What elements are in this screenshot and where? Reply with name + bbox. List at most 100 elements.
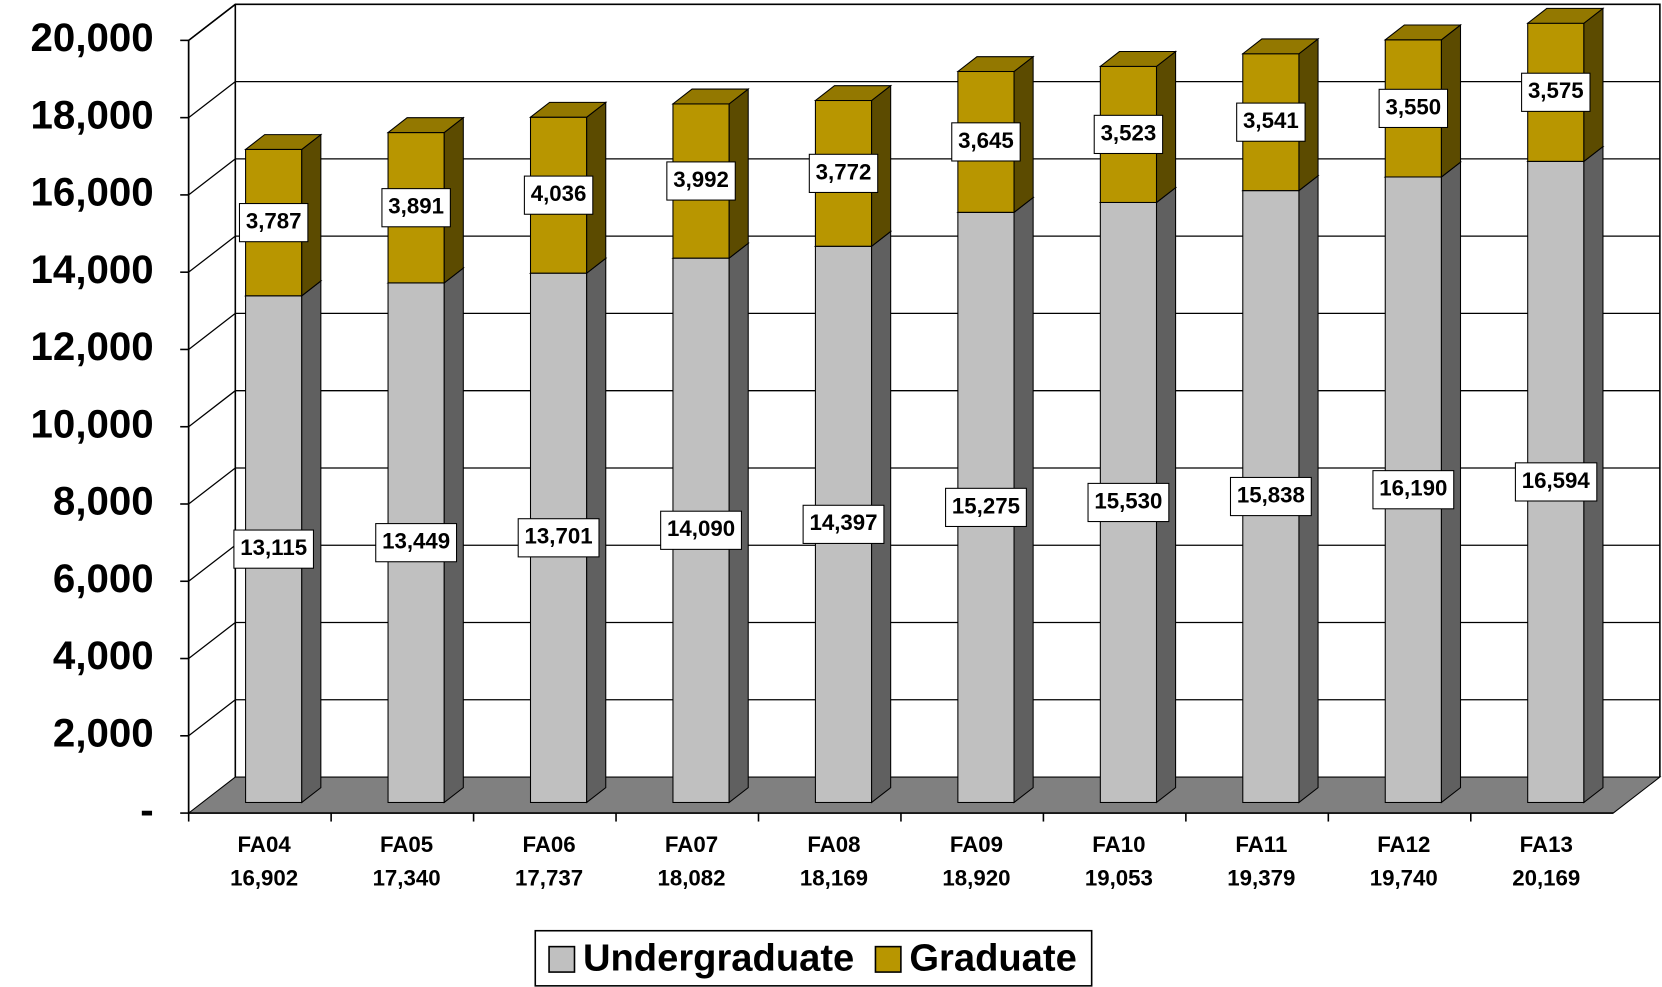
value-label-group: 3,575 xyxy=(1521,72,1591,112)
grid-line-side xyxy=(188,81,236,119)
value-label-group: 15,530 xyxy=(1087,482,1170,523)
x-tick-label: FA08 xyxy=(807,832,860,857)
value-label: 3,992 xyxy=(673,167,729,192)
y-tick-label: - xyxy=(140,788,153,833)
bar-top xyxy=(813,85,893,102)
bar-top xyxy=(956,56,1035,73)
x-tick-label: FA12 xyxy=(1377,832,1430,857)
x-tick-label: FA11 xyxy=(1235,832,1287,857)
x-tick-label: FA07 xyxy=(665,832,718,857)
value-label-group: 3,550 xyxy=(1378,88,1449,129)
grid-line-side xyxy=(188,390,236,428)
y-tick-label: 20,000 xyxy=(31,15,154,60)
value-label-box xyxy=(233,529,314,569)
total-label: 18,920 xyxy=(942,866,1010,891)
value-label: 15,275 xyxy=(952,493,1020,518)
value-label-group: 3,541 xyxy=(1236,102,1306,142)
value-label: 15,838 xyxy=(1237,482,1305,507)
x-tick-label: FA09 xyxy=(950,832,1003,857)
grid-line-side xyxy=(188,158,236,196)
value-label-box xyxy=(666,161,736,201)
grid-line-side xyxy=(188,621,236,660)
value-label-box xyxy=(802,504,885,544)
value-label-box xyxy=(951,122,1021,162)
bar-top xyxy=(1383,24,1463,41)
grid-line-side xyxy=(188,544,236,582)
grid-line-side xyxy=(188,312,236,350)
value-label-group: 3,523 xyxy=(1093,114,1164,155)
value-label-box xyxy=(381,188,451,228)
y-tick-label: 16,000 xyxy=(31,170,154,215)
value-label-box xyxy=(1236,102,1306,142)
value-label-box xyxy=(1521,72,1591,112)
value-label-box xyxy=(808,153,879,193)
value-label: 3,575 xyxy=(1528,78,1584,103)
value-label: 3,772 xyxy=(816,159,872,184)
y-tick-label: 8,000 xyxy=(53,479,154,524)
value-label: 3,541 xyxy=(1243,108,1299,133)
value-label: 16,594 xyxy=(1522,468,1591,493)
value-label: 3,550 xyxy=(1385,94,1441,119)
x-tick-label: FA13 xyxy=(1520,832,1573,857)
y-tick-label: 18,000 xyxy=(31,92,154,137)
value-label-group: 13,701 xyxy=(517,518,600,558)
total-label: 18,169 xyxy=(800,866,868,891)
x-tick-label: FA10 xyxy=(1092,832,1145,857)
total-label: 19,053 xyxy=(1085,866,1153,891)
bar-top xyxy=(1098,50,1178,67)
y-tick-label: 12,000 xyxy=(31,324,154,369)
value-label-box xyxy=(1229,476,1312,517)
y-tick-label: 2,000 xyxy=(53,710,154,755)
legend-swatch xyxy=(874,945,902,973)
value-label-group: 3,992 xyxy=(666,161,736,201)
x-tick-label: FA05 xyxy=(380,832,433,857)
value-label-box xyxy=(517,518,600,558)
value-label-group: 3,891 xyxy=(381,188,451,228)
bar-top xyxy=(1526,7,1605,24)
value-label-group: 15,275 xyxy=(945,487,1027,528)
y-tick-label: 4,000 xyxy=(53,633,154,678)
value-label: 3,645 xyxy=(958,128,1014,153)
legend-label: Undergraduate xyxy=(583,936,854,979)
value-label: 4,036 xyxy=(531,181,587,206)
value-label-box xyxy=(1514,462,1598,502)
value-label-box xyxy=(1372,470,1455,510)
bar-top xyxy=(671,88,750,105)
value-label: 15,530 xyxy=(1094,488,1162,513)
value-label: 14,397 xyxy=(809,510,877,535)
grid-line-side xyxy=(188,3,236,41)
total-label: 19,379 xyxy=(1227,866,1295,891)
grid-line-side xyxy=(188,235,236,273)
value-label: 3,891 xyxy=(388,194,444,219)
bar-top xyxy=(1241,38,1320,55)
value-label-group: 13,115 xyxy=(233,529,314,569)
total-label: 20,169 xyxy=(1512,866,1580,891)
value-label-box xyxy=(238,203,309,243)
x-tick-label: FA04 xyxy=(238,832,292,857)
total-label: 18,082 xyxy=(657,866,725,891)
bar-top xyxy=(528,101,608,118)
value-label-group: 16,594 xyxy=(1514,462,1598,502)
total-label: 16,902 xyxy=(230,866,298,891)
value-label-group: 14,090 xyxy=(660,510,742,550)
y-tick-label: 14,000 xyxy=(31,247,154,292)
value-label: 13,449 xyxy=(382,529,450,554)
total-label: 19,740 xyxy=(1370,866,1438,891)
value-label: 3,523 xyxy=(1101,120,1157,145)
total-label: 17,340 xyxy=(373,866,441,891)
legend-label: Graduate xyxy=(909,936,1076,979)
grid-line-side xyxy=(188,467,236,505)
y-tick-label: 6,000 xyxy=(53,556,154,601)
legend-swatch xyxy=(548,945,576,973)
bar-top xyxy=(244,134,323,150)
bar-top xyxy=(386,117,465,134)
value-label: 13,115 xyxy=(240,535,307,560)
value-label-box xyxy=(523,175,594,215)
value-label-box xyxy=(375,523,458,563)
value-label: 14,090 xyxy=(667,516,735,541)
value-label: 3,787 xyxy=(246,208,302,233)
value-label: 16,190 xyxy=(1379,476,1447,501)
grid-line-side xyxy=(188,699,236,737)
value-label-group: 3,772 xyxy=(808,153,879,193)
